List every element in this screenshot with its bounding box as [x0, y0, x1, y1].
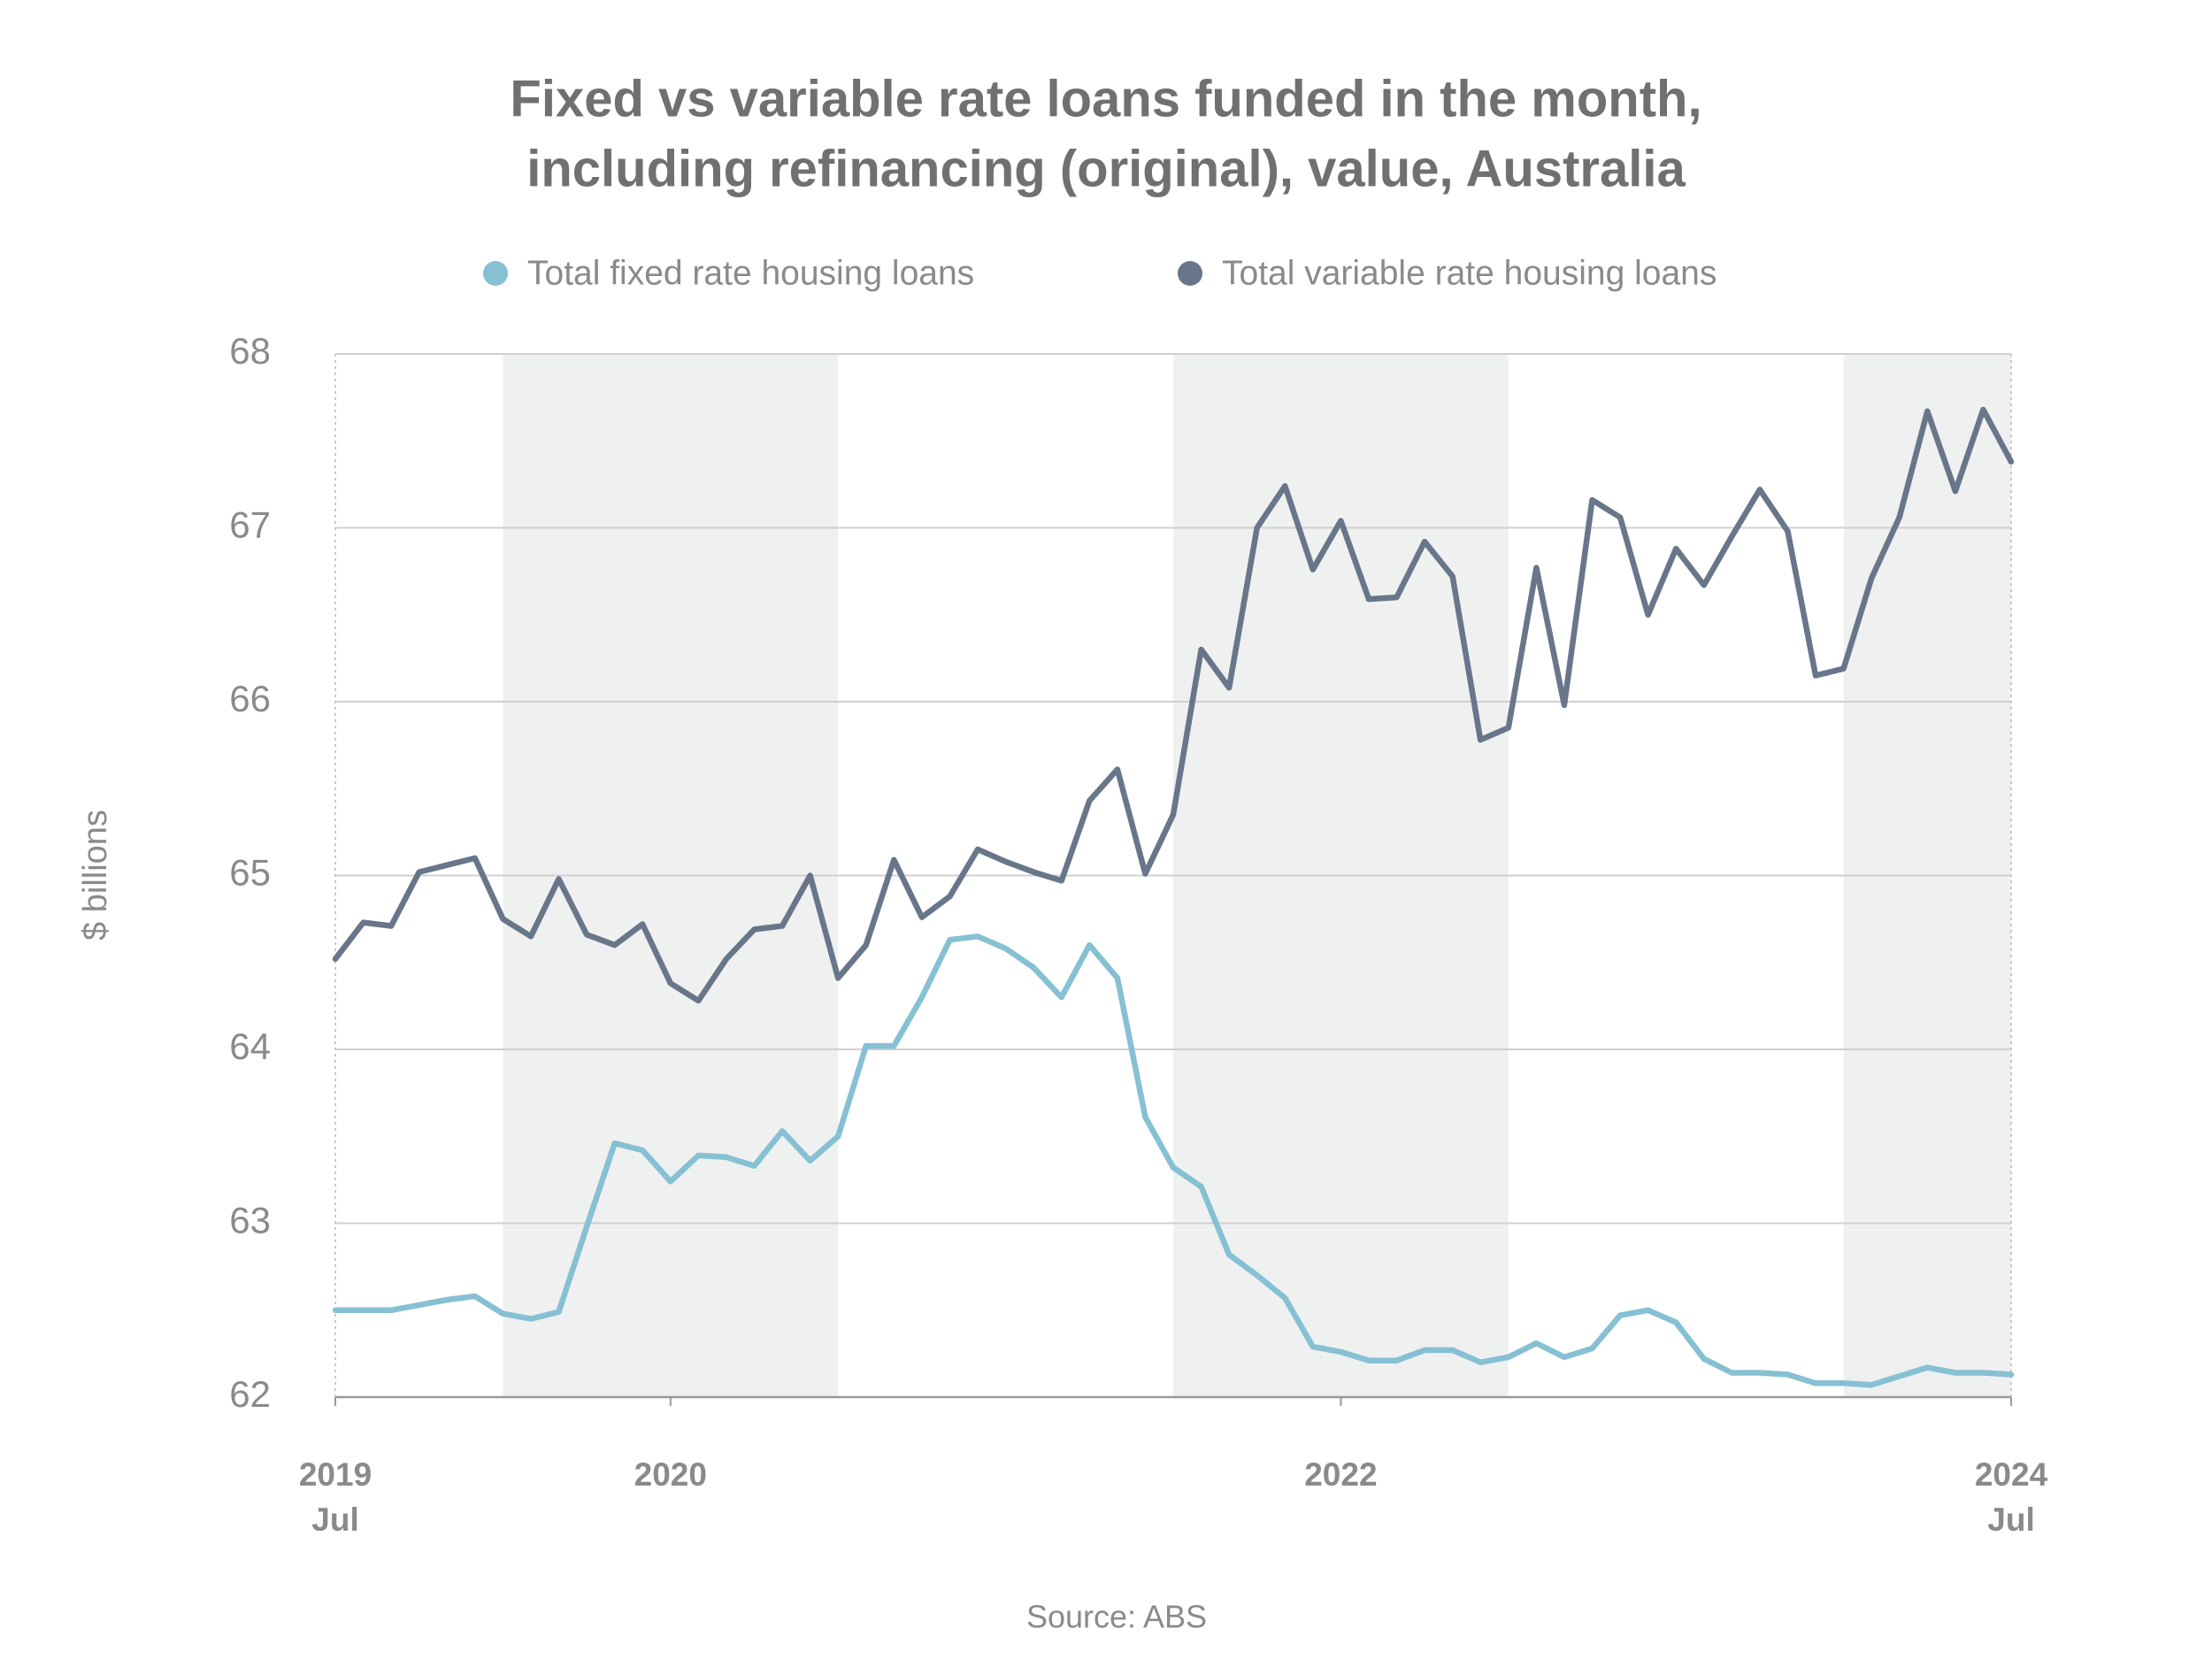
- x-tick-sublabel: Jul: [311, 1502, 358, 1538]
- legend-label: Total variable rate housing loans: [1222, 254, 1717, 292]
- source: Source: ABS: [1026, 1599, 1207, 1635]
- x-tick-label: 2020: [634, 1456, 707, 1493]
- x-tick-label: 2022: [1304, 1456, 1377, 1493]
- y-axis-label: $ billions: [77, 810, 114, 941]
- x-tick-label: 2019: [299, 1456, 372, 1493]
- y-tick-label: 65: [229, 852, 271, 894]
- chart-title: including refinancing (original), value,…: [526, 140, 1686, 197]
- chart-title: Fixed vs variable rate loans funded in t…: [510, 70, 1701, 127]
- y-tick-label: 63: [229, 1200, 271, 1241]
- x-tick-label: 2024: [1975, 1456, 2048, 1493]
- series-line: [332, 406, 2015, 1004]
- y-tick-label: 66: [229, 678, 271, 719]
- y-tick-label: 68: [229, 330, 271, 372]
- legend-marker: [483, 261, 508, 286]
- series-line: [332, 933, 2015, 1388]
- x-tick-sublabel: Jul: [1987, 1502, 2034, 1538]
- y-tick-label: 64: [229, 1025, 271, 1067]
- y-tick-label: 62: [229, 1373, 271, 1415]
- legend-marker: [1178, 261, 1202, 286]
- y-tick-label: 67: [229, 504, 271, 546]
- legend-label: Total fixed rate housing loans: [527, 254, 974, 292]
